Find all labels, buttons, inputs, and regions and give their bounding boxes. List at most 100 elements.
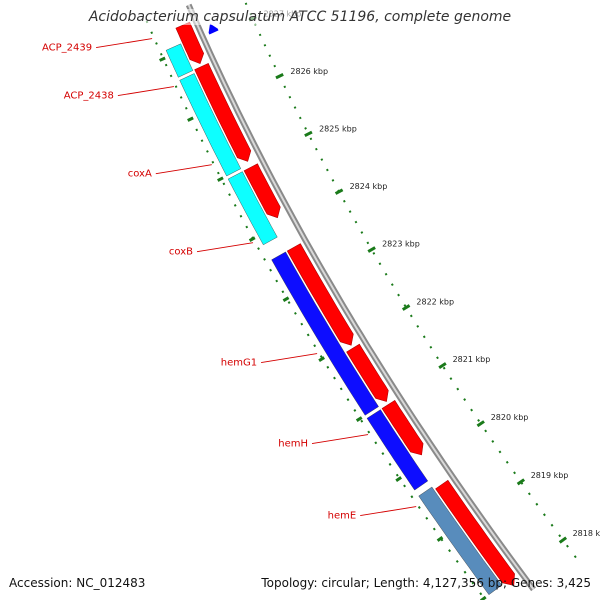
inner-dot — [164, 63, 168, 67]
inner-dot — [169, 74, 173, 78]
outer-dot — [463, 398, 467, 401]
inner-dot — [190, 117, 193, 121]
outer-dot — [258, 33, 262, 37]
outer-dot — [348, 210, 352, 214]
tick-mark — [334, 188, 344, 195]
forward-cds — [346, 343, 389, 402]
inner-tick-mark — [318, 356, 325, 362]
forward-cds — [286, 243, 354, 346]
reverse-strand-track — [165, 23, 503, 595]
tick-mark — [476, 420, 485, 428]
gene-leader-line — [311, 434, 369, 445]
outer-dot — [409, 314, 413, 318]
inner-dot — [211, 160, 215, 164]
outer-dot — [397, 293, 400, 297]
outer-dot — [542, 513, 546, 517]
inner-dot — [395, 473, 399, 477]
gene-label-hemg1: hemG1 — [221, 358, 257, 369]
outer-dot — [520, 481, 524, 485]
inner-dot — [326, 365, 330, 369]
gene-label-heme: hemE — [328, 511, 357, 522]
inner-dot — [179, 96, 183, 99]
outer-dot — [390, 283, 394, 287]
inner-dot — [448, 549, 452, 553]
outer-dot — [436, 356, 439, 360]
tick-label: 2824 kbp — [350, 182, 388, 191]
outer-dot — [273, 64, 277, 68]
forward-cds — [175, 21, 205, 64]
genome-backbone — [185, 3, 536, 592]
outer-dot — [498, 450, 502, 454]
outer-dot — [429, 345, 433, 349]
outer-dot — [378, 262, 382, 266]
inner-dot — [319, 355, 323, 358]
inner-dot — [300, 322, 304, 326]
outer-dot — [342, 199, 346, 203]
outer-dot — [298, 116, 302, 120]
outer-dot — [442, 366, 446, 370]
inner-dot — [440, 538, 444, 542]
inner-dot — [206, 150, 209, 153]
inner-dot — [374, 441, 378, 445]
inner-dot — [222, 182, 226, 186]
tick-mark — [516, 478, 526, 486]
inner-dot — [275, 279, 279, 283]
inner-dot — [410, 495, 414, 499]
outer-dot — [403, 304, 407, 307]
outer-dot — [288, 95, 292, 99]
inner-dot — [367, 430, 371, 434]
outer-dot — [354, 220, 358, 224]
inner-dot — [432, 527, 436, 531]
forward-strand-track — [175, 21, 515, 586]
outer-dot — [477, 419, 481, 422]
tick-label: 2818 kbp — [573, 529, 600, 538]
inner-tick-mark — [395, 476, 402, 482]
inner-dot — [353, 409, 357, 412]
inner-dot — [339, 387, 343, 391]
outer-dot — [513, 471, 516, 475]
inner-dot — [313, 344, 317, 348]
outer-dot — [304, 127, 307, 130]
inner-dot — [281, 290, 285, 294]
gene-label-coxa: coxA — [128, 169, 152, 180]
inner-dot — [245, 225, 249, 229]
outer-dot — [456, 387, 460, 391]
tick-mark — [304, 130, 313, 138]
gene-label-acp_2439: ACP_2439 — [42, 43, 92, 54]
reverse-cds — [271, 251, 379, 416]
inner-tick-mark — [159, 56, 166, 62]
outer-dot — [315, 147, 318, 151]
tick-label: 2819 kbp — [531, 471, 569, 480]
tick-label: 2822 kbp — [416, 297, 454, 306]
inner-dot — [403, 484, 406, 488]
inner-dot — [251, 236, 254, 240]
inner-dot — [233, 204, 237, 207]
inner-dot — [455, 559, 459, 563]
outer-dot — [268, 54, 272, 57]
tick-label: 2825 kbp — [319, 124, 357, 133]
map-title: Acidobacterium capsulatum ATCC 51196, co… — [0, 9, 600, 25]
outer-dot — [326, 168, 329, 172]
tick-mark — [367, 246, 376, 253]
inner-dot — [184, 106, 188, 110]
inner-dot — [425, 516, 429, 520]
outer-dot — [558, 534, 562, 538]
accession-text: Accession: NC_012483 — [9, 576, 146, 590]
reverse-cds — [366, 409, 429, 491]
inner-dot — [195, 128, 199, 132]
backbone-outer — [185, 3, 536, 592]
small-feature — [208, 23, 219, 35]
outer-dot — [527, 492, 531, 496]
tick-label: 2821 kbp — [453, 355, 491, 364]
outer-dot — [535, 502, 539, 506]
outer-dot — [360, 231, 364, 234]
gene-leader-line — [117, 86, 174, 97]
inner-dot — [479, 592, 483, 596]
inner-dot — [200, 139, 204, 143]
outer-dot — [331, 179, 335, 182]
tick-mark — [401, 304, 411, 311]
inner-dot — [388, 462, 392, 466]
tick-label: 2823 kbp — [382, 240, 420, 249]
inner-dot — [263, 258, 266, 261]
